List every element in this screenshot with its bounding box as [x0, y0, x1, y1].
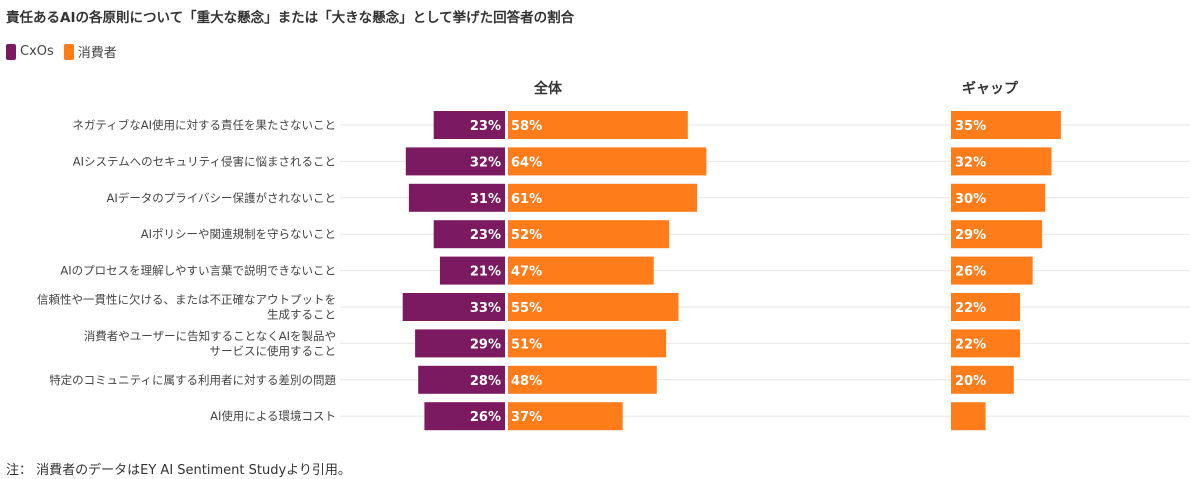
category-label: 生成すること [267, 308, 336, 322]
data-label-gap: 35% [955, 119, 986, 134]
data-label-cxos: 21% [470, 265, 501, 280]
footnote: 注： 消費者のデータはEY AI Sentiment Studyより引用。 [6, 463, 351, 478]
data-label-gap: 26% [955, 265, 986, 280]
bar-gap [951, 256, 1033, 285]
data-label-consumers: 37% [511, 410, 542, 425]
legend-swatch-consumers [63, 43, 74, 60]
data-label-consumers: 47% [511, 265, 542, 280]
bar-cxos [402, 293, 505, 321]
bar-gap [951, 147, 1052, 176]
bar-consumers [508, 183, 698, 212]
data-label-consumers: 61% [511, 192, 542, 207]
data-label-consumers: 48% [511, 374, 542, 389]
data-label-gap: 29% [955, 228, 986, 243]
data-label-gap: 22% [955, 337, 986, 352]
data-label-cxos: 23% [470, 228, 501, 243]
category-label: サービスに使用すること [210, 344, 337, 358]
category-label: AI使用による環境コスト [210, 409, 336, 423]
data-label-cxos: 26% [470, 410, 501, 425]
bar-consumers [508, 256, 654, 285]
bar-cxos [433, 220, 505, 249]
data-label-consumers: 52% [511, 228, 542, 243]
category-label: AIデータのプライバシー保護がされないこと [106, 191, 336, 205]
bar-gap [951, 329, 1021, 358]
bar-gap [951, 183, 1046, 212]
data-label-consumers: 58% [511, 119, 542, 134]
bar-gap [951, 111, 1061, 139]
chart-title: 責任あるAIの各原則について「重大な懸念」または「大きな懸念」として挙げた回答者… [6, 10, 575, 26]
legend-label-cxos: CxOs [20, 44, 54, 59]
data-label-gap: 30% [955, 192, 986, 207]
data-label-cxos: 23% [470, 119, 501, 134]
category-label: 信頼性や一貫性に欠ける、または不正確なアウトプットを [37, 293, 336, 307]
data-label-gap: 32% [955, 155, 986, 170]
category-label: AIポリシーや関連規制を守らないこと [141, 227, 336, 241]
bar-gap [951, 365, 1014, 394]
bar-cxos [418, 365, 505, 394]
category-label: 消費者やユーザーに告知することなくAIを製品や [84, 329, 336, 343]
data-label-gap: 20% [955, 374, 986, 389]
legend: CxOs 消費者 [6, 42, 117, 61]
data-label-consumers: 51% [511, 337, 542, 352]
data-label-cxos: 31% [470, 192, 501, 207]
bar-consumers [508, 147, 707, 176]
category-label: AIのプロセスを理解しやすい言葉で説明できないこと [60, 264, 336, 278]
bar-cxos [424, 402, 505, 431]
bar-cxos [408, 183, 505, 212]
bar-gap [951, 220, 1043, 249]
panel-header-overall: 全体 [534, 81, 562, 97]
bar-consumers [508, 402, 623, 431]
data-label-cxos: 32% [470, 155, 501, 170]
panel-header-gap: ギャップ [962, 81, 1018, 97]
bar-consumers [508, 220, 670, 249]
data-label-cxos: 33% [470, 301, 501, 316]
category-label: ネガティブなAI使用に対する責任を果たさないこと [72, 118, 336, 132]
bar-cxos [433, 111, 505, 139]
category-label: AIシステムへのセキュリティ侵害に悩まされること [73, 154, 336, 168]
bar-cxos [439, 256, 505, 285]
bar-gap [951, 293, 1021, 321]
bar-consumers [508, 365, 657, 394]
bar-cxos [415, 329, 505, 358]
bar-consumers [508, 293, 679, 321]
data-label-cxos: 28% [470, 374, 501, 389]
data-label-cxos: 29% [470, 337, 501, 352]
bar-cxos [405, 147, 505, 176]
bar-consumers [508, 329, 667, 358]
data-label-consumers: 64% [511, 155, 542, 170]
legend-label-consumers: 消費者 [77, 46, 117, 61]
data-label-consumers: 55% [511, 301, 542, 316]
bar-gap [951, 402, 986, 431]
legend-swatch-cxos [6, 43, 16, 60]
category-label: 特定のコミュニティに属する利用者に対する差別の問題 [49, 373, 336, 387]
bar-consumers [508, 111, 688, 139]
data-label-gap: 22% [955, 301, 986, 316]
